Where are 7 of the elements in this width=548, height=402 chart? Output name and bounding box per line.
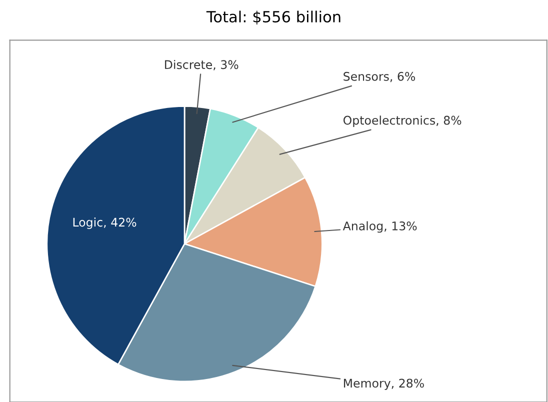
slice-label: Memory, 28% xyxy=(344,378,424,390)
slice-label: Sensors, 6% xyxy=(344,72,416,82)
chart-title: Total: $556 billion xyxy=(206,10,340,25)
slice-label: Logic, 42% xyxy=(73,218,136,229)
slice-label: Optoelectronics, 8% xyxy=(343,116,462,128)
slice-label: Discrete, 3% xyxy=(165,60,238,70)
slice-label: Analog, 13% xyxy=(342,221,417,233)
